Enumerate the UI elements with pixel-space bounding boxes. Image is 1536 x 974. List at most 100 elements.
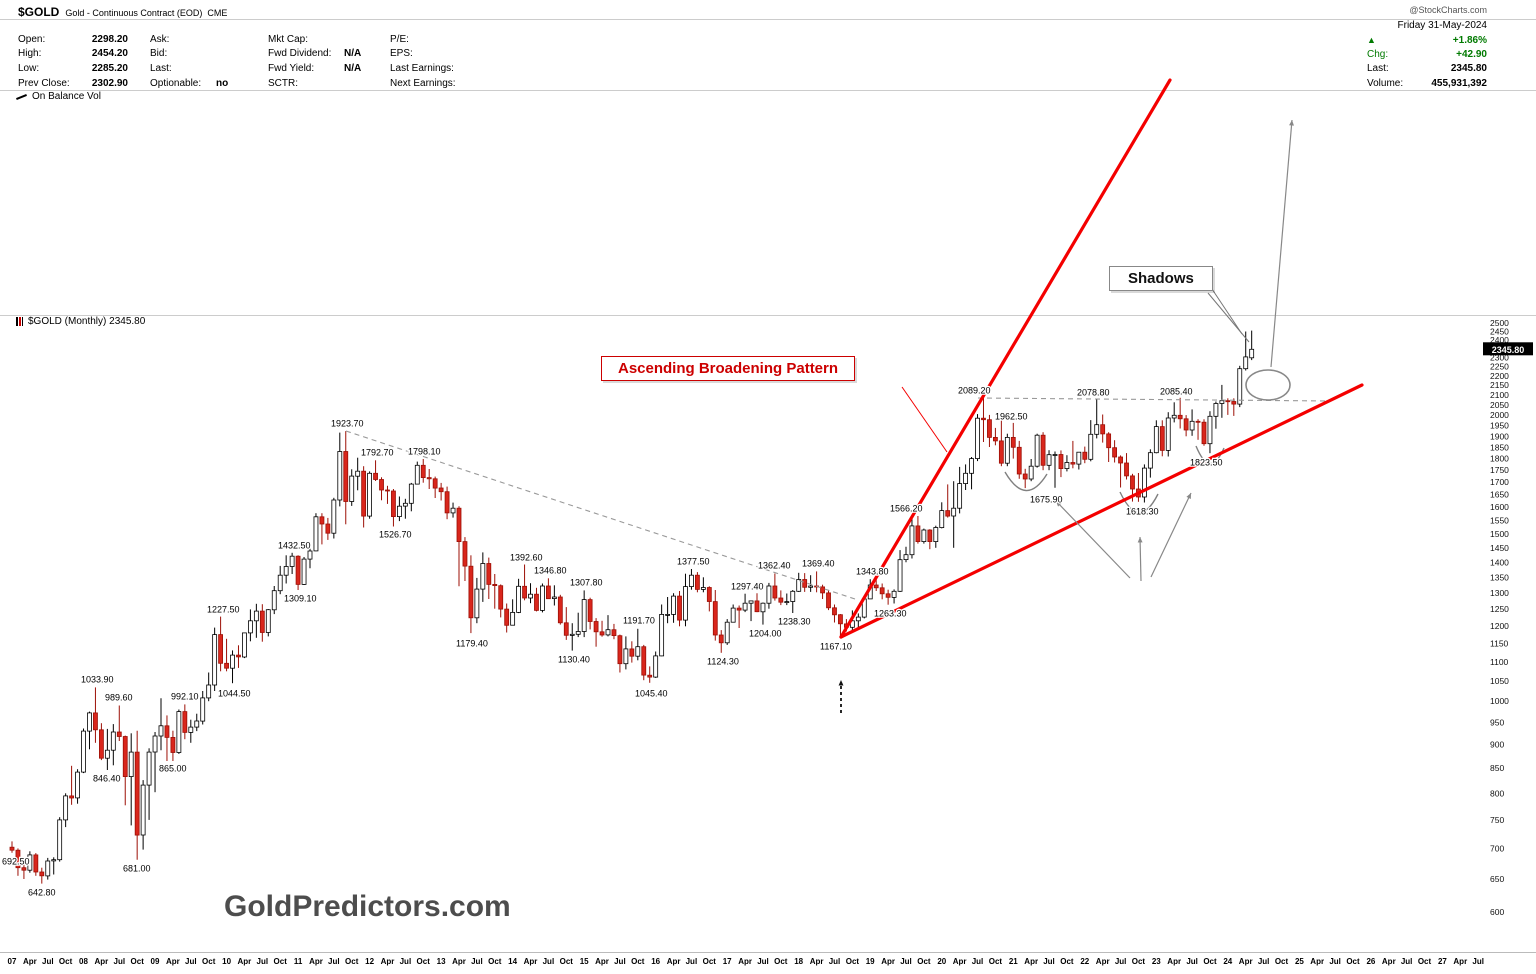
- y-axis-label: 1000: [1490, 696, 1509, 706]
- x-axis-label: Oct: [703, 957, 717, 966]
- candle-body: [820, 586, 825, 594]
- candle-body: [528, 593, 533, 599]
- divider: [0, 315, 1536, 316]
- gray-arrow: [1270, 119, 1293, 368]
- x-axis-label: 26: [1366, 957, 1375, 966]
- candle-body: [1130, 475, 1135, 490]
- candle-body: [927, 529, 933, 543]
- ohlc-stats: Open: 2298.20 High: 2454.20 Low: 2285.20 Pr…: [18, 32, 128, 90]
- x-axis-label: Apr: [1382, 957, 1396, 966]
- arrowhead: [1289, 120, 1294, 126]
- candle-body: [93, 712, 98, 731]
- x-axis-label: 13: [437, 957, 446, 966]
- x-axis-label: 16: [651, 957, 660, 966]
- stat-label: High:: [18, 48, 42, 60]
- x-axis-label: Jul: [900, 957, 912, 966]
- dashed-trendline: [977, 397, 1331, 402]
- volume-label: Volume:: [1367, 77, 1404, 89]
- y-axis-label: 1300: [1490, 588, 1509, 598]
- candle-body: [778, 597, 784, 603]
- price-label: 1179.40: [456, 638, 488, 648]
- price-label: 992.10: [171, 691, 199, 701]
- candle-body: [1064, 462, 1070, 469]
- candle-body: [224, 662, 229, 669]
- x-axis-label: 25: [1295, 957, 1304, 966]
- stat-label: Next Earnings:: [390, 77, 456, 89]
- candle-body: [796, 579, 802, 592]
- x-axis-label: Jul: [1115, 957, 1127, 966]
- x-axis-label: Jul: [829, 957, 841, 966]
- candle-body: [748, 600, 754, 604]
- candle-body: [569, 633, 575, 636]
- candle-body: [784, 601, 790, 603]
- candle-body: [736, 607, 742, 611]
- stat-row: EPS:: [390, 47, 470, 62]
- arrowhead: [838, 680, 844, 686]
- candle-body: [695, 574, 700, 590]
- candle-body: [969, 458, 974, 474]
- shadow-pointer-line: [1209, 285, 1243, 335]
- candle-body: [1207, 415, 1213, 445]
- price-label: 1238.30: [778, 616, 811, 626]
- stat-row: P/E:: [390, 32, 470, 47]
- candle-body: [432, 478, 438, 489]
- candle-body: [1124, 462, 1129, 477]
- price-label: 1044.50: [218, 688, 251, 698]
- price-label: 1227.50: [207, 604, 240, 614]
- stat-row: Bid:: [150, 47, 228, 62]
- candle-body: [909, 525, 915, 556]
- candle-body: [921, 529, 927, 543]
- pattern-pointer-line: [901, 386, 948, 453]
- x-axis-label: 10: [222, 957, 231, 966]
- candle-body: [1183, 418, 1189, 431]
- title-bar: $GOLD Gold - Continuous Contract (EOD) CME: [18, 3, 227, 21]
- x-axis-label: Oct: [631, 957, 645, 966]
- candle-body: [176, 711, 182, 753]
- candle-body: [981, 417, 986, 421]
- candle-body: [838, 614, 843, 625]
- candle-body: [1040, 434, 1046, 466]
- symbol-description: Gold - Continuous Contract (EOD): [65, 8, 203, 18]
- stat-label: Last Earnings:: [390, 62, 454, 74]
- price-label: 1263.30: [874, 608, 907, 618]
- y-axis-label: 1700: [1490, 477, 1509, 487]
- candle-body: [802, 579, 808, 588]
- quote-block: ▲ +1.86% Chg: +42.90 Last: 2345.80 Volume: 4…: [1367, 33, 1487, 91]
- stat-label: Open:: [18, 33, 46, 45]
- y-axis-label: 1950: [1490, 421, 1509, 431]
- candle-body: [1082, 451, 1088, 460]
- x-axis-label: Oct: [345, 957, 359, 966]
- candle-body: [146, 751, 152, 786]
- x-axis-label: Apr: [1096, 957, 1110, 966]
- y-axis-label: 1900: [1490, 431, 1509, 441]
- red-trendline: [839, 78, 1172, 639]
- candle-body: [522, 585, 527, 599]
- price-label: 1923.70: [331, 418, 364, 428]
- candle-body: [1243, 356, 1249, 370]
- stat-label: Last:: [150, 62, 172, 74]
- x-axis-label: 09: [151, 957, 160, 966]
- candle-body: [325, 523, 331, 534]
- x-axis-label: Jul: [400, 957, 412, 966]
- x-axis-label: 07: [8, 957, 17, 966]
- exchange: CME: [207, 8, 228, 18]
- candle-body: [897, 559, 903, 592]
- candle-body: [45, 860, 51, 877]
- candle-body: [277, 574, 283, 592]
- candle-body: [1070, 462, 1076, 465]
- candle-body: [373, 472, 378, 480]
- candle-body: [236, 654, 241, 658]
- candle-body: [319, 516, 325, 525]
- candle-body: [671, 595, 676, 615]
- x-axis-label: Oct: [488, 957, 502, 966]
- candle-body: [1142, 467, 1147, 498]
- y-axis-label: 800: [1490, 788, 1504, 798]
- candle-body: [766, 585, 772, 604]
- candle-body: [665, 614, 670, 616]
- x-axis-label: Jul: [757, 957, 769, 966]
- price-label: 1191.70: [623, 615, 655, 625]
- candle-body: [1249, 348, 1255, 359]
- candle-body: [63, 795, 69, 821]
- candle-body: [546, 585, 551, 600]
- candle-body: [1118, 456, 1123, 464]
